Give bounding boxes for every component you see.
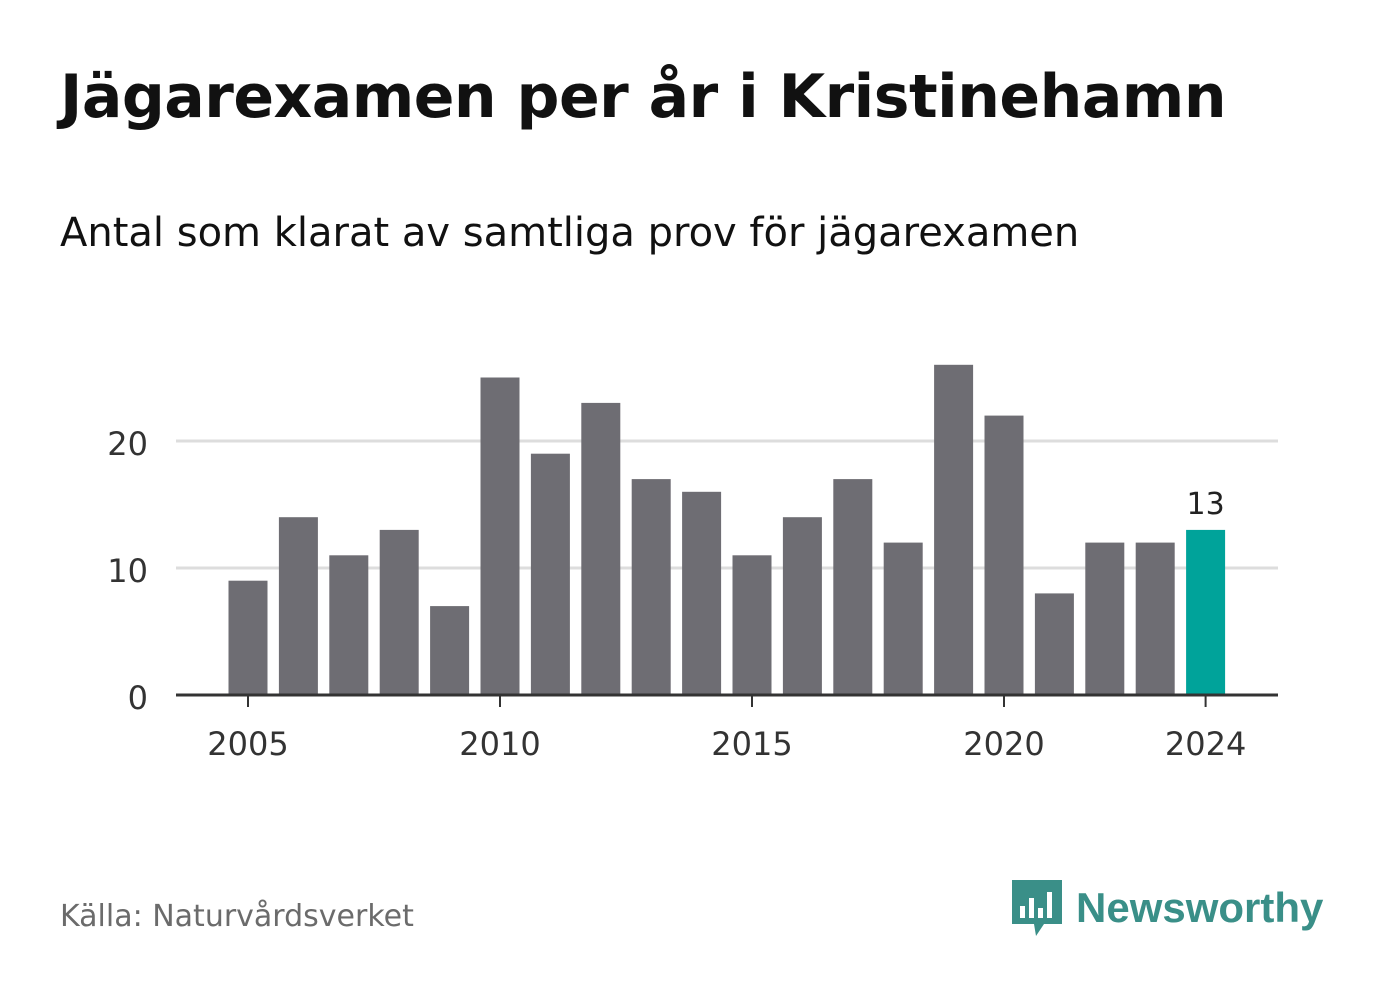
x-tick-label-2005: 2005 [207, 725, 288, 763]
bar-2010 [480, 377, 520, 695]
x-tick-label-2020: 2020 [963, 725, 1044, 763]
x-tick-label-2024: 2024 [1165, 725, 1246, 763]
bar-2021 [1034, 593, 1074, 695]
newsworthy-brand[interactable]: Newsworthy [1010, 878, 1323, 938]
x-tick-label-2015: 2015 [711, 725, 792, 763]
bar-2006 [278, 517, 318, 695]
y-tick-label-0: 0 [128, 679, 148, 717]
bar-2015 [732, 555, 772, 695]
bar-2017 [833, 479, 873, 695]
bar-2011 [530, 453, 570, 695]
newsworthy-logo-icon [1012, 880, 1062, 936]
source-note: Källa: Naturvårdsverket [60, 899, 414, 934]
brand-name: Newsworthy [1076, 884, 1324, 931]
x-axis [176, 693, 1278, 707]
bar-2023 [1135, 542, 1175, 695]
bar-2022 [1085, 542, 1125, 695]
chart-title: Jägarexamen per år i Kristinehamn [60, 62, 1227, 132]
data-label-2024: 13 [1187, 487, 1225, 522]
labels: 0 10 20 2005 2010 2015 2020 2024 13 [107, 425, 1246, 763]
bar-2020 [984, 415, 1024, 695]
bar-2019 [934, 364, 974, 695]
x-tick-label-2010: 2010 [459, 725, 540, 763]
bar-2018 [883, 542, 923, 695]
bar-2014 [682, 491, 722, 695]
bar-2009 [430, 606, 470, 695]
bar-2008 [379, 529, 419, 695]
y-tick-label-20: 20 [107, 425, 148, 463]
bar-2007 [329, 555, 369, 695]
bar-2016 [782, 517, 822, 695]
bars [228, 364, 1226, 695]
bar-2005 [228, 580, 268, 695]
chart-subtitle: Antal som klarat av samtliga prov för jä… [60, 210, 1080, 256]
bar-2013 [631, 479, 671, 695]
bar-2024 [1186, 529, 1226, 695]
bar-2012 [581, 402, 621, 695]
y-tick-label-10: 10 [107, 552, 148, 590]
